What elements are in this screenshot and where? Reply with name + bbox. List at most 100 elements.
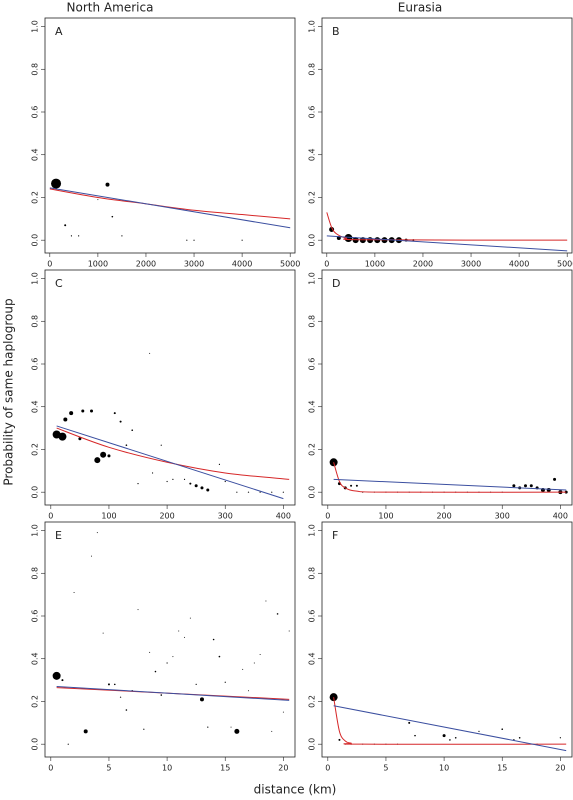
y-tick-label: 0.0: [308, 234, 317, 247]
y-tick-label: 0.4: [308, 400, 317, 413]
panel-title: A: [55, 25, 63, 38]
panel: E 0.0 0.2 0.4 0.6 0.8 1.0 0 5 10 15 20: [31, 521, 296, 773]
panel-title: C: [55, 277, 63, 290]
data-point: [546, 488, 551, 493]
data-point: [151, 472, 154, 474]
fit-line: [49, 187, 291, 229]
data-point: [143, 728, 145, 730]
data-point: [78, 437, 82, 441]
y-tick-label: 1.0: [31, 20, 40, 33]
data-point: [501, 728, 504, 731]
data-point: [282, 711, 284, 713]
data-point: [234, 728, 240, 734]
y-tick-label: 0.8: [31, 567, 40, 580]
data-point: [172, 656, 174, 658]
y-tick-label: 0.6: [308, 106, 317, 119]
y-tick-label: 0.0: [308, 486, 317, 499]
data-point: [442, 734, 446, 738]
data-point: [131, 429, 134, 432]
data-point: [454, 736, 457, 739]
fit-line: [56, 427, 290, 480]
fit-line: [326, 212, 568, 241]
x-tick-label: 400: [276, 512, 291, 521]
plot-frame: [321, 269, 573, 506]
data-point: [166, 662, 168, 664]
data-point: [78, 235, 80, 237]
y-tick-label: 0.0: [31, 486, 40, 499]
data-point: [193, 239, 195, 241]
data-point: [265, 600, 267, 602]
data-point: [276, 613, 279, 615]
data-point: [559, 737, 561, 739]
panel: F 0.0 0.2 0.4 0.6 0.8 1.0 0 5 10 15 20: [308, 521, 573, 773]
y-tick-label: 0.6: [308, 610, 317, 623]
data-point: [113, 683, 116, 686]
y-tick-label: 0.8: [31, 63, 40, 76]
data-point: [160, 444, 162, 446]
y-tick-label: 0.4: [308, 148, 317, 161]
data-point: [338, 738, 341, 741]
data-point: [212, 638, 215, 641]
data-point: [125, 709, 128, 711]
data-point: [241, 239, 243, 241]
data-point: [189, 617, 191, 619]
data-point: [224, 681, 226, 683]
y-tick-label: 0.4: [31, 148, 40, 161]
data-point: [206, 488, 210, 492]
x-tick-label: 0: [324, 260, 329, 269]
panel: D 0.0 0.2 0.4 0.6 0.8 1.0 0 100 200 300 400: [308, 269, 573, 521]
y-tick-label: 0.0: [308, 738, 317, 751]
data-point: [111, 215, 114, 218]
x-tick-label: 0: [47, 260, 52, 269]
data-point: [194, 484, 198, 488]
data-point: [189, 482, 192, 485]
fit-line: [326, 235, 568, 252]
data-point: [107, 683, 110, 686]
points: [52, 352, 284, 493]
x-tick-label: 200: [159, 512, 174, 521]
points: [329, 693, 561, 745]
panel-title: D: [332, 277, 340, 290]
data-point: [90, 409, 94, 413]
panel: C 0.0 0.2 0.4 0.6 0.8 1.0 0 100 200 300 400: [31, 269, 296, 521]
y-tick-label: 0.2: [308, 695, 317, 708]
data-point: [186, 239, 188, 241]
data-point: [523, 484, 527, 488]
data-point: [288, 630, 290, 632]
data-point: [96, 532, 98, 534]
fit-line: [333, 478, 567, 491]
y-tick-label: 0.6: [31, 358, 40, 371]
y-tick-label: 0.8: [308, 315, 317, 328]
data-point: [271, 491, 273, 493]
data-point: [172, 478, 174, 480]
y-tick-label: 1.0: [308, 272, 317, 285]
data-point: [149, 651, 151, 653]
data-point: [94, 457, 101, 464]
data-point: [518, 736, 521, 739]
x-axis-label: distance (km): [254, 783, 337, 797]
x-tick-label: 10: [439, 764, 449, 773]
y-tick-label: 0.2: [308, 191, 317, 204]
x-tick-label: 5: [383, 764, 388, 773]
x-tick-label: 15: [220, 764, 230, 773]
data-point: [70, 235, 73, 237]
data-point: [137, 609, 139, 611]
plot-frame: [44, 521, 296, 758]
plot-frame: [44, 269, 296, 506]
data-point: [125, 444, 128, 446]
x-tick-label: 5: [106, 764, 111, 773]
panel-title: E: [55, 529, 62, 542]
y-tick-label: 0.4: [31, 652, 40, 665]
data-point: [51, 178, 62, 189]
data-point: [102, 632, 104, 634]
data-point: [178, 630, 180, 632]
x-tick-label: 1000: [365, 260, 385, 269]
data-point: [259, 491, 261, 493]
points: [51, 178, 243, 241]
data-point: [105, 182, 110, 187]
data-point: [166, 480, 168, 483]
fit-line: [56, 686, 290, 701]
data-point: [61, 679, 64, 682]
fit-line: [49, 188, 291, 220]
